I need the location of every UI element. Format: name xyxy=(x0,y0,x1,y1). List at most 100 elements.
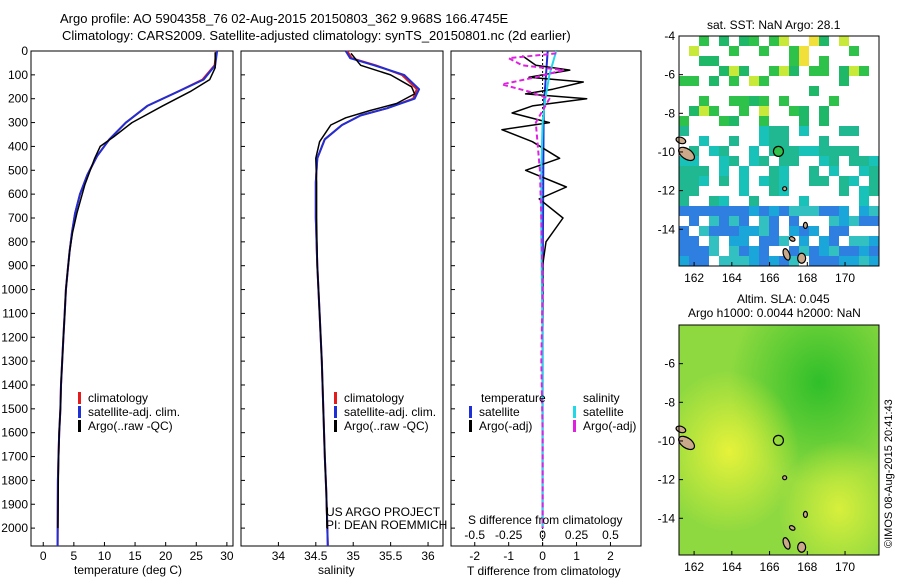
sst-cell xyxy=(739,96,749,106)
sst-cell xyxy=(749,196,759,206)
sst-cell xyxy=(679,116,689,126)
legend-item-argo: Argo(..raw -QC) xyxy=(76,419,180,433)
tdiff-tick-label: 1 xyxy=(573,549,580,563)
island-shape xyxy=(797,252,807,264)
sst-cell xyxy=(759,236,769,246)
sst-cell xyxy=(699,256,709,266)
sst-cell xyxy=(819,116,829,126)
depth-tick-label: 600 xyxy=(8,187,28,201)
sst-cell xyxy=(689,166,699,176)
sst-cell xyxy=(749,96,759,106)
sst-cell xyxy=(869,166,879,176)
island-shape xyxy=(782,186,788,192)
depth-tick-label: 1500 xyxy=(1,402,28,416)
sst-cell xyxy=(869,246,879,256)
map-lat-label: -14 xyxy=(658,511,676,525)
map-lat-label: -4 xyxy=(664,29,675,43)
sst-cell xyxy=(719,36,729,46)
salinity-tick-label: 34 xyxy=(272,549,286,563)
map-lat-label: -6 xyxy=(664,357,675,371)
sst-cell xyxy=(729,246,739,256)
sst-cell xyxy=(789,216,799,226)
sst-cell xyxy=(849,246,859,256)
sst-cell xyxy=(869,256,879,266)
legend-item-satellite: satellite-adj. clim. xyxy=(76,405,180,419)
sst-cell xyxy=(759,256,769,266)
legend-swatch-black xyxy=(78,420,81,432)
island-shape xyxy=(797,541,807,553)
sst-cell xyxy=(829,96,839,106)
sst-cell xyxy=(799,226,809,236)
map-lon-label: 162 xyxy=(684,560,704,574)
temperature-tick-label: 5 xyxy=(71,549,78,563)
sst-map-title: sat. SST: NaN Argo: 28.1 xyxy=(707,18,841,32)
sst-cell xyxy=(719,256,729,266)
sst-cell xyxy=(759,126,769,136)
sst-cell xyxy=(839,256,849,266)
sdiff-tick-label: 0.25 xyxy=(565,528,589,542)
sst-cell xyxy=(869,206,879,216)
sst-cell xyxy=(829,246,839,256)
legend-item-satellite: satellite xyxy=(571,405,636,419)
sst-cell xyxy=(689,206,699,216)
salinity-xlabel: salinity xyxy=(318,563,355,577)
island-shape xyxy=(782,537,791,550)
map-lon-label: 170 xyxy=(835,560,855,574)
sst-cell xyxy=(809,36,819,46)
sst-cell xyxy=(699,136,709,146)
sst-cell xyxy=(699,206,709,216)
sst-cell xyxy=(759,206,769,216)
t-difference-label: T difference from climatology xyxy=(467,564,621,578)
sst-cell xyxy=(789,46,799,56)
sst-cell xyxy=(789,246,799,256)
sst-cell xyxy=(729,236,739,246)
sst-cell xyxy=(799,196,809,206)
legend-label: climatology xyxy=(88,391,149,405)
depth-tick-label: 200 xyxy=(8,92,28,106)
sst-cell xyxy=(849,176,859,186)
sst-cell xyxy=(699,246,709,256)
depth-tick-label: 2000 xyxy=(1,521,28,535)
sst-cell xyxy=(689,106,699,116)
sst-cell xyxy=(769,186,779,196)
depth-tick-label: 1400 xyxy=(1,378,28,392)
sst-cell xyxy=(749,206,759,216)
sst-cell xyxy=(819,66,829,76)
sst-cell xyxy=(749,246,759,256)
sst-cell xyxy=(759,96,769,106)
sst-cell xyxy=(749,226,759,236)
sst-cell xyxy=(869,216,879,226)
sst-cell xyxy=(829,156,839,166)
legend-swatch-blue xyxy=(78,406,81,418)
sst-cell xyxy=(769,206,779,216)
difference-temperature-legend: temperature satellite Argo(-adj) xyxy=(467,391,546,433)
sst-cell xyxy=(709,216,719,226)
legend-label: Argo(-adj) xyxy=(479,419,533,433)
sla-map-high-anomaly-south xyxy=(679,325,879,555)
sst-cell xyxy=(739,256,749,266)
sst-cell xyxy=(729,216,739,226)
sst-cell xyxy=(749,156,759,166)
sst-cell xyxy=(799,116,809,126)
sdiff-tick-label: -0.25 xyxy=(495,528,523,542)
temperature-tick-label: 15 xyxy=(128,549,142,563)
sst-cell xyxy=(719,216,729,226)
legend-label: Argo(-adj) xyxy=(583,419,637,433)
series-line-argo-raw-qc- xyxy=(315,52,416,529)
sst-cell xyxy=(679,236,689,246)
sst-cell xyxy=(689,246,699,256)
figure-title-line1: Argo profile: AO 5904358_76 02-Aug-2015 … xyxy=(60,11,509,26)
depth-tick-label: 900 xyxy=(8,259,28,273)
legend-label: satellite-adj. clim. xyxy=(344,405,437,419)
sst-cell xyxy=(819,206,829,216)
temperature-series-group xyxy=(56,50,219,547)
sst-cell xyxy=(709,236,719,246)
sst-cell xyxy=(769,216,779,226)
sst-cell xyxy=(869,156,879,166)
sst-cell xyxy=(859,246,869,256)
sst-cell xyxy=(799,106,809,116)
credit-pi: PI: DEAN ROEMMICH xyxy=(326,518,448,532)
sst-cell xyxy=(699,106,709,116)
sst-cell xyxy=(829,216,839,226)
sst-cell xyxy=(719,226,729,236)
